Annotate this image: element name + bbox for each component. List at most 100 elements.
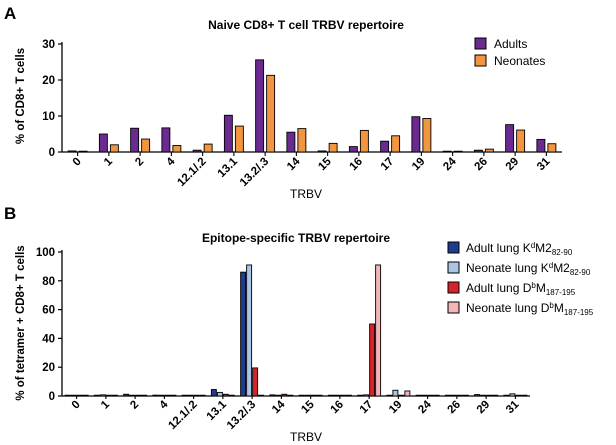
bar-adult-lung-kdm2-82-90-13-1 <box>210 389 217 397</box>
y-tick-label: 0 <box>49 147 55 159</box>
bar-adults-0 <box>67 150 77 153</box>
x-tick-label: 24 <box>416 398 434 416</box>
bar-neonate-lung-kdm2-82-90-1 <box>99 394 106 397</box>
bar-adult-lung-kdm2-82-90-26 <box>444 394 451 397</box>
x-tick-label: 2 <box>133 156 146 169</box>
x-tick-label: 14 <box>270 398 288 416</box>
x-tick-label: 26 <box>472 156 490 174</box>
bar-adults-13-1 <box>223 114 233 153</box>
bar-neonate-lung-kdm2-82-90-26 <box>450 394 457 397</box>
x-tick-label: 15 <box>316 155 334 173</box>
bar-neonates-13-1 <box>234 125 244 153</box>
x-tick-label: 0 <box>70 399 83 412</box>
bar-neonates-19 <box>422 118 432 153</box>
legend-swatch-neonates <box>474 54 487 67</box>
bar-neonates-0 <box>78 150 88 153</box>
x-tick-label: 16 <box>347 156 365 174</box>
bar-adult-lung-kdm2-82-90-14 <box>269 394 276 397</box>
bar-adult-lung-dbm-187-195-29 <box>486 394 493 397</box>
bar-adult-lung-dbm-187-195-15 <box>310 394 317 397</box>
bar-adult-lung-dbm-187-195-26 <box>456 394 463 397</box>
bar-neonate-lung-kdm2-82-90-29 <box>480 394 487 397</box>
x-tick-label: 16 <box>328 399 346 417</box>
bar-adults-15 <box>317 150 327 153</box>
bar-neonate-lung-kdm2-82-90-0 <box>70 394 77 397</box>
x-tick-label: 29 <box>504 156 522 174</box>
bar-adult-lung-dbm-187-195-2 <box>135 394 142 397</box>
panel-b-x-axis-label: TRBV <box>290 430 322 444</box>
bar-neonate-lung-dbm-187-195-31 <box>521 394 528 397</box>
legend-label-0: Adult lung KdM282-90 <box>466 241 573 257</box>
legend-label-2: Adult lung DbM187-195 <box>466 281 576 297</box>
bar-adult-lung-kdm2-82-90-16 <box>327 394 334 397</box>
bar-neonates-13-2-3 <box>266 74 276 153</box>
legend-swatch-adults <box>474 37 487 50</box>
x-tick-label: 1 <box>102 155 115 168</box>
x-tick-label: 12.1/.2 <box>175 156 208 189</box>
bar-neonate-lung-kdm2-82-90-2 <box>129 394 136 397</box>
bar-adult-lung-dbm-187-195-31 <box>515 394 522 397</box>
bar-adult-lung-kdm2-82-90-2 <box>123 393 130 397</box>
bar-adult-lung-dbm-187-195-12-1-2 <box>193 394 200 397</box>
x-tick-label: 4 <box>164 155 177 168</box>
bar-neonates-15 <box>328 142 338 153</box>
bar-adult-lung-kdm2-82-90-1 <box>93 394 100 397</box>
bar-neonates-26 <box>484 148 494 153</box>
legend-label-neonates: Neonates <box>494 54 545 68</box>
panel-b: B Epitope-specific TRBV repertoire % of … <box>4 204 594 444</box>
x-tick-label: 19 <box>387 399 405 417</box>
legend-swatch-2 <box>447 281 460 294</box>
x-tick-label: 31 <box>504 398 522 416</box>
x-tick-label: 14 <box>285 155 303 173</box>
bar-neonate-lung-dbm-187-195-17 <box>375 264 382 397</box>
bar-adult-lung-dbm-187-195-0 <box>76 394 83 397</box>
bar-adult-lung-kdm2-82-90-29 <box>474 394 481 397</box>
bar-neonates-17 <box>391 135 401 153</box>
bar-neonates-14 <box>297 128 307 153</box>
y-tick-label: 40 <box>42 333 55 345</box>
y-tick-label: 20 <box>42 362 55 374</box>
bar-neonate-lung-kdm2-82-90-13-2-3 <box>246 264 253 397</box>
bar-neonates-2 <box>141 138 151 153</box>
panel-a: A Naive CD8+ T cell TRBV repertoire % of… <box>4 4 562 201</box>
bar-adult-lung-dbm-187-195-13-1 <box>222 393 229 397</box>
x-tick-label: 4 <box>157 398 170 411</box>
bar-adult-lung-kdm2-82-90-12-1-2 <box>181 394 188 397</box>
x-tick-label: 26 <box>445 399 463 417</box>
x-tick-label: 2 <box>128 399 141 412</box>
bar-adults-14 <box>286 131 296 153</box>
x-tick-label: 12.1/.2 <box>166 399 199 432</box>
bar-neonate-lung-kdm2-82-90-19 <box>392 389 399 397</box>
bar-adults-4 <box>161 127 171 153</box>
bar-neonates-4 <box>172 145 182 153</box>
bar-adults-29 <box>505 124 515 153</box>
legend-label-1: Neonate lung KdM282-90 <box>466 261 591 277</box>
panel-a-legend: Adults Neonates <box>474 37 545 68</box>
bar-neonate-lung-kdm2-82-90-14 <box>275 394 282 397</box>
bar-adult-lung-kdm2-82-90-17 <box>357 394 364 397</box>
y-tick-label: 80 <box>42 276 55 288</box>
y-tick-label: 10 <box>42 111 55 123</box>
y-tick-label: 20 <box>42 75 55 87</box>
bar-neonate-lung-kdm2-82-90-17 <box>363 394 370 397</box>
bar-adults-13-2-3 <box>255 59 265 153</box>
panel-b-title: Epitope-specific TRBV repertoire <box>202 231 390 245</box>
y-tick-label: 100 <box>36 247 55 259</box>
bar-adults-1 <box>98 133 108 153</box>
panel-a-letter: A <box>4 4 16 23</box>
bar-adult-lung-kdm2-82-90-19 <box>386 394 393 397</box>
x-tick-label: 31 <box>535 155 553 173</box>
bar-neonates-31 <box>547 143 557 153</box>
bar-neonate-lung-kdm2-82-90-16 <box>333 394 340 397</box>
bar-neonate-lung-dbm-187-195-12-1-2 <box>199 394 206 397</box>
legend-swatch-0 <box>447 241 460 254</box>
bar-adult-lung-kdm2-82-90-31 <box>503 394 510 397</box>
bar-adults-24 <box>442 150 452 153</box>
bar-neonate-lung-dbm-187-195-26 <box>462 394 469 397</box>
bar-adult-lung-dbm-187-195-4 <box>164 394 171 397</box>
bar-neonate-lung-dbm-187-195-24 <box>433 394 440 397</box>
bar-neonate-lung-kdm2-82-90-31 <box>509 393 516 397</box>
y-tick-label: 30 <box>42 39 55 51</box>
bar-neonate-lung-dbm-187-195-16 <box>345 394 352 397</box>
